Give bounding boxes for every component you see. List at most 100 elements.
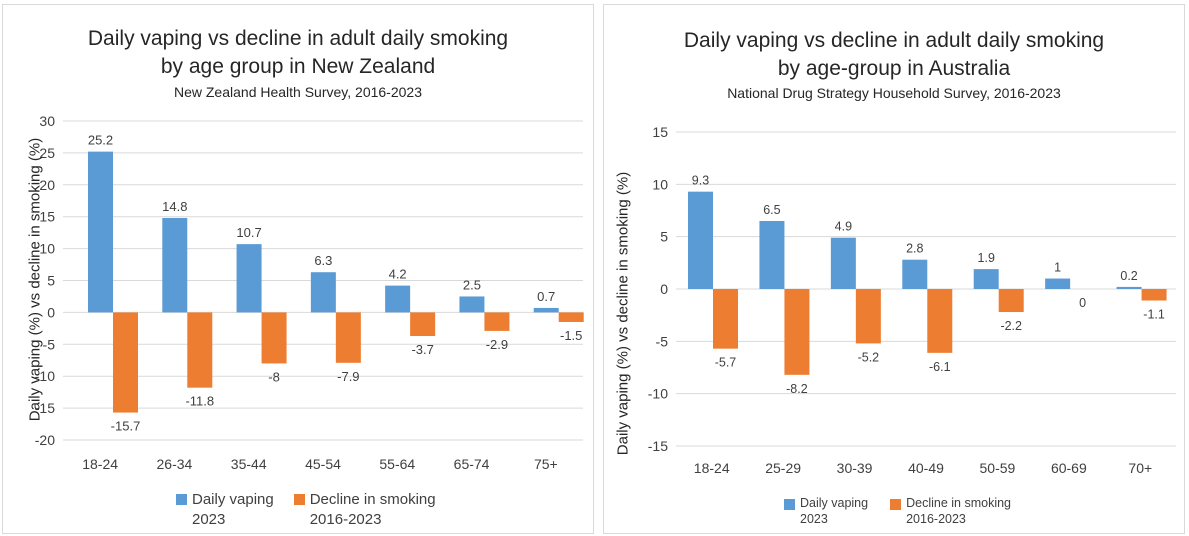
data-label-smoking: -1.5 bbox=[560, 328, 582, 343]
legend-label-vaping: Daily vaping bbox=[192, 490, 274, 510]
legend-label-smoking: Decline in smoking bbox=[906, 495, 1011, 511]
data-label-smoking: -5.2 bbox=[858, 350, 880, 364]
y-tick-label: -10 bbox=[648, 386, 668, 402]
bar-vaping bbox=[1045, 279, 1070, 289]
legend-item-smoking: Decline in smoking 2016-2023 bbox=[890, 495, 1011, 527]
legend-label-smoking-years: 2016-2023 bbox=[906, 511, 1011, 527]
bar-smoking bbox=[713, 289, 738, 349]
x-tick-label: 30-39 bbox=[837, 460, 873, 476]
y-tick-label: 10 bbox=[652, 176, 668, 192]
x-tick-label: 55-64 bbox=[379, 456, 415, 472]
chart-panel-au: Daily vaping vs decline in adult daily s… bbox=[603, 4, 1185, 534]
bar-smoking bbox=[336, 312, 361, 362]
x-tick-label: 18-24 bbox=[82, 456, 118, 472]
data-label-vaping: 2.8 bbox=[906, 242, 923, 256]
legend-label-vaping-year: 2023 bbox=[192, 510, 274, 530]
bar-smoking bbox=[113, 312, 138, 412]
data-label-smoking: 0 bbox=[1079, 296, 1086, 310]
x-tick-label: 50-59 bbox=[980, 460, 1016, 476]
data-label-smoking: -1.1 bbox=[1143, 308, 1165, 322]
data-label-vaping: 6.3 bbox=[314, 253, 332, 268]
legend-item-vaping: Daily vaping 2023 bbox=[176, 490, 274, 530]
bar-smoking bbox=[784, 289, 809, 375]
y-tick-label: -20 bbox=[35, 432, 55, 448]
chart-plot-au: 151050-5-10-159.3-5.718-246.5-8.225-294.… bbox=[604, 5, 1186, 535]
data-label-vaping: 0.2 bbox=[1120, 269, 1137, 283]
x-tick-label: 35-44 bbox=[231, 456, 267, 472]
y-tick-label: 0 bbox=[660, 281, 668, 297]
bar-smoking bbox=[856, 289, 881, 343]
data-label-smoking: -11.8 bbox=[185, 394, 214, 409]
data-label-vaping: 9.3 bbox=[692, 174, 709, 188]
chart-panel-nz: Daily vaping vs decline in adult daily s… bbox=[2, 4, 594, 534]
x-tick-label: 25-29 bbox=[765, 460, 801, 476]
data-label-smoking: -7.9 bbox=[337, 369, 359, 384]
legend-swatch-smoking bbox=[294, 494, 305, 505]
y-tick-label: 15 bbox=[652, 124, 668, 140]
bar-vaping bbox=[237, 244, 262, 312]
bar-smoking bbox=[410, 312, 435, 336]
chart-plot-nz: 30 25 20 15 10 5 0 -5 -10 -15 -20 25.2 -15.7 18-24 14.… bbox=[3, 5, 595, 535]
bar-smoking bbox=[999, 289, 1024, 312]
y-axis-label: Daily vaping (%) vs decline in smoking (… bbox=[615, 154, 632, 474]
legend-swatch-vaping bbox=[176, 494, 187, 505]
bar-smoking bbox=[1142, 289, 1167, 301]
bar-vaping bbox=[759, 221, 784, 289]
data-label-vaping: 25.2 bbox=[88, 133, 113, 148]
data-label-vaping: 10.7 bbox=[236, 225, 261, 240]
y-tick-label: 30 bbox=[39, 113, 55, 129]
legend-swatch-vaping bbox=[784, 499, 795, 510]
chart-legend: Daily vaping 2023 Decline in smoking 201… bbox=[176, 490, 436, 530]
data-label-vaping: 2.5 bbox=[463, 277, 481, 292]
legend-label-smoking: Decline in smoking bbox=[310, 490, 436, 510]
bar-vaping bbox=[88, 152, 113, 313]
bar-vaping bbox=[974, 269, 999, 289]
x-tick-label: 26-34 bbox=[157, 456, 193, 472]
x-tick-label: 70+ bbox=[1128, 460, 1152, 476]
bar-vaping bbox=[385, 286, 410, 313]
legend-item-vaping: Daily vaping 2023 bbox=[784, 495, 868, 527]
data-label-vaping: 1.9 bbox=[978, 251, 995, 265]
x-tick-label: 60-69 bbox=[1051, 460, 1087, 476]
legend-label-vaping: Daily vaping bbox=[800, 495, 868, 511]
x-tick-label: 18-24 bbox=[694, 460, 730, 476]
data-label-vaping: 4.2 bbox=[389, 267, 407, 282]
bar-smoking bbox=[559, 312, 584, 322]
bar-vaping bbox=[459, 296, 484, 312]
data-label-smoking: -15.7 bbox=[111, 419, 141, 434]
data-label-smoking: -2.9 bbox=[486, 337, 508, 352]
legend-swatch-smoking bbox=[890, 499, 901, 510]
data-label-smoking: -8.2 bbox=[786, 382, 808, 396]
bar-vaping bbox=[902, 260, 927, 289]
x-tick-label: 40-49 bbox=[908, 460, 944, 476]
bar-vaping bbox=[534, 308, 559, 312]
x-tick-label: 65-74 bbox=[454, 456, 490, 472]
y-tick-label: -15 bbox=[648, 438, 668, 454]
y-tick-label: 5 bbox=[47, 273, 55, 289]
x-tick-label: 45-54 bbox=[305, 456, 341, 472]
y-tick-label: -5 bbox=[656, 333, 669, 349]
y-axis-label: Daily vaping (%) vs decline in smoking (… bbox=[27, 130, 44, 430]
bar-vaping bbox=[1117, 287, 1142, 289]
legend-label-smoking-years: 2016-2023 bbox=[310, 510, 436, 530]
data-label-smoking: -5.7 bbox=[715, 356, 737, 370]
data-label-smoking: -6.1 bbox=[929, 360, 951, 374]
data-label-vaping: 0.7 bbox=[537, 289, 555, 304]
bar-smoking bbox=[262, 312, 287, 363]
bar-vaping bbox=[688, 192, 713, 289]
y-tick-label: 0 bbox=[47, 304, 55, 320]
data-label-smoking: -2.2 bbox=[1000, 319, 1022, 333]
data-label-vaping: 1 bbox=[1054, 261, 1061, 275]
data-label-smoking: -8 bbox=[268, 369, 280, 384]
bar-smoking bbox=[187, 312, 212, 387]
bar-smoking bbox=[927, 289, 952, 353]
x-tick-label: 75+ bbox=[534, 456, 558, 472]
y-tick-label: 5 bbox=[660, 229, 668, 245]
data-label-vaping: 14.8 bbox=[162, 199, 187, 214]
data-label-vaping: 4.9 bbox=[835, 220, 852, 234]
y-tick-label: -5 bbox=[43, 336, 56, 352]
legend-label-vaping-year: 2023 bbox=[800, 511, 868, 527]
legend-item-smoking: Decline in smoking 2016-2023 bbox=[294, 490, 436, 530]
chart-legend: Daily vaping 2023 Decline in smoking 201… bbox=[784, 495, 1011, 527]
bar-vaping bbox=[311, 272, 336, 312]
